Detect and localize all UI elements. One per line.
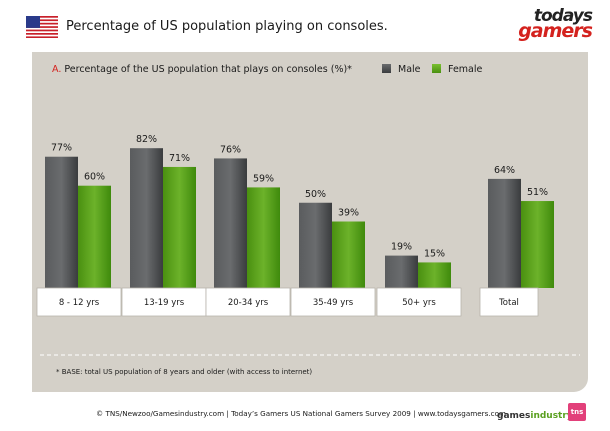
chart-panel: A. Percentage of the US population that … xyxy=(32,52,588,392)
bar-male-4 xyxy=(385,255,418,288)
footer-credit: © TNS/Newzoo/Gamesindustry.com | Today’s… xyxy=(96,409,507,418)
bar-male-0 xyxy=(45,156,78,288)
data-label-male-0: 77% xyxy=(51,143,72,154)
us-flag-icon xyxy=(26,16,58,38)
data-label-male-3: 50% xyxy=(305,189,326,200)
data-label-female-4: 15% xyxy=(424,248,445,259)
category-label-0: 8 - 12 yrs xyxy=(59,298,100,308)
bar-female-2 xyxy=(247,187,280,288)
bar-male-3 xyxy=(299,202,332,288)
chart-subtitle-text: Percentage of the US population that pla… xyxy=(64,64,352,75)
data-label-female-0: 60% xyxy=(84,172,105,183)
category-label-2: 20-34 yrs xyxy=(228,298,269,308)
bar-male-2 xyxy=(214,158,247,288)
data-label-male-4: 19% xyxy=(391,242,412,253)
category-label-1: 13-19 yrs xyxy=(144,298,185,308)
bar-female-3 xyxy=(332,221,365,288)
category-box-2 xyxy=(205,287,291,317)
category-box-3 xyxy=(290,287,376,317)
data-label-male-5: 64% xyxy=(494,165,515,176)
gi-logo-part-a: games xyxy=(497,411,531,421)
category-box-4 xyxy=(376,287,462,317)
bar-female-0 xyxy=(78,185,111,288)
legend-female: Female xyxy=(432,64,482,75)
category-box-0 xyxy=(36,287,122,317)
data-label-male-1: 82% xyxy=(136,134,157,145)
data-label-male-2: 76% xyxy=(220,144,241,155)
data-label-female-3: 39% xyxy=(338,208,359,219)
data-label-female-1: 71% xyxy=(169,153,190,164)
category-box-1 xyxy=(121,287,207,317)
category-box-5 xyxy=(479,287,539,317)
bar-male-1 xyxy=(130,148,163,288)
category-label-5: Total xyxy=(498,298,519,308)
bar-female-1 xyxy=(163,166,196,288)
page-title: Percentage of US population playing on c… xyxy=(66,19,388,34)
gamesindustry-logo: gamesindustry xyxy=(497,403,573,423)
legend-male-swatch xyxy=(382,64,391,73)
brand-logo-bottom: gamers xyxy=(518,20,593,42)
bar-female-4 xyxy=(418,262,451,288)
legend-male-label: Male xyxy=(398,64,421,75)
legend-female-swatch xyxy=(432,64,441,73)
brand-logo-top: todays xyxy=(533,6,593,26)
data-label-female-2: 59% xyxy=(253,173,274,184)
legend-male: Male xyxy=(382,64,421,75)
bar-chart: 77% 60% 82% 71% 76% 59% 50% 39% 19% 15% 64% 51% 8 -… xyxy=(36,134,580,356)
legend-female-label: Female xyxy=(448,64,483,75)
header: Percentage of US population playing on c… xyxy=(0,0,610,44)
gi-logo-part-b: industry xyxy=(530,411,573,421)
category-label-3: 35-49 yrs xyxy=(313,298,354,308)
category-label-4: 50+ yrs xyxy=(402,298,436,308)
bar-male-5 xyxy=(488,178,521,288)
bars-group: 77% 60% 82% 71% 76% 59% 50% 39% 19% 15% 64% 51% xyxy=(45,134,554,288)
data-label-female-5: 51% xyxy=(527,187,548,198)
chart-subtitle-letter: A. xyxy=(52,64,62,75)
chart-subtitle: A. Percentage of the US population that … xyxy=(52,64,352,75)
todaysgamers-logo: todays gamers xyxy=(516,6,593,44)
category-labels-group: 8 - 12 yrs 13-19 yrs 20-34 yrs 35-49 yrs 50+… xyxy=(36,287,539,317)
footnote: * BASE: total US population of 8 years a… xyxy=(56,368,313,376)
tns-logo: tns xyxy=(568,403,586,421)
bar-female-5 xyxy=(521,201,554,288)
